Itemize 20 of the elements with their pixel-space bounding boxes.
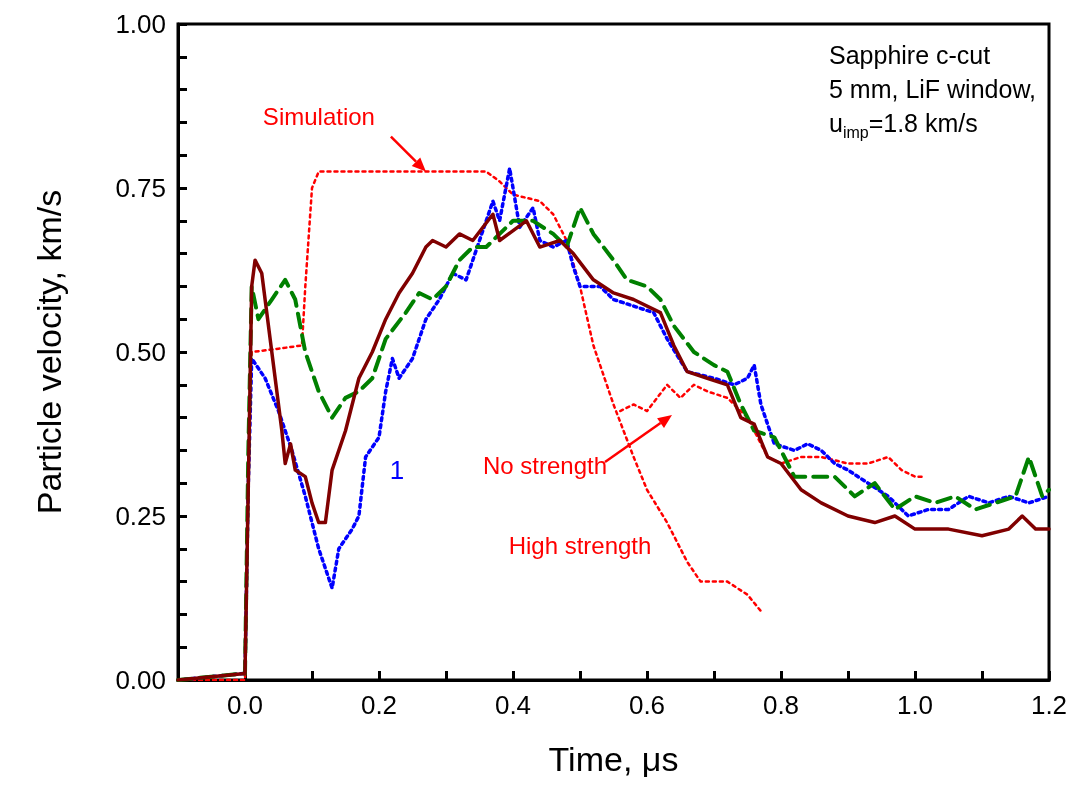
x-tick-label: 0.2: [360, 690, 398, 720]
annotation: Simulation: [262, 103, 375, 131]
x-tick-label: 0.8: [762, 690, 800, 720]
annotation: Sapphire c-cut: [828, 41, 991, 69]
y-tick-label: 0.75: [115, 173, 166, 203]
annotation: No strength: [482, 451, 608, 479]
y-tick-label: 0.50: [115, 337, 166, 367]
x-tick-label: 1.0: [896, 690, 934, 720]
x-axis-title: Time, μs: [548, 740, 679, 778]
annotation: High strength: [508, 531, 652, 559]
y-tick-label: 1.00: [115, 9, 166, 39]
y-axis-title: Particle velocity, km/s: [30, 189, 68, 515]
x-tick-label: 0.4: [494, 690, 532, 720]
x-tick-label: 0.6: [628, 690, 666, 720]
x-tick-label: 1.2: [1030, 690, 1068, 720]
series-label: 1: [389, 455, 405, 486]
y-tick-label: 0.25: [115, 501, 166, 531]
x-tick-label: 0.0: [226, 690, 264, 720]
y-tick-label: 0.00: [115, 665, 166, 695]
annotation: 5 mm, LiF window,: [828, 75, 1037, 103]
